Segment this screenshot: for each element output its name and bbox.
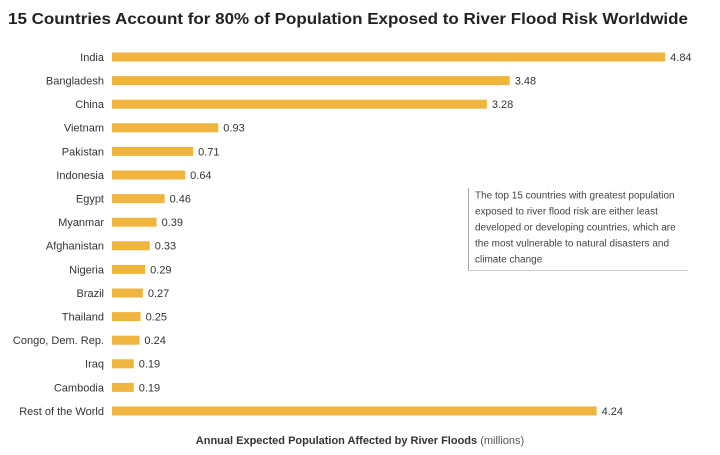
value-label: 4.24 — [602, 406, 623, 418]
value-label: 0.33 — [155, 241, 176, 253]
category-label: Cambodia — [54, 382, 105, 394]
category-label: Brazil — [76, 288, 104, 300]
category-label: Myanmar — [58, 217, 104, 229]
annotation-text: developed or developing countries, which… — [475, 223, 676, 234]
bar — [112, 194, 165, 204]
category-label: Nigeria — [69, 264, 105, 276]
x-axis-title: Annual Expected Population Affected by R… — [196, 435, 524, 447]
category-label: Thailand — [62, 312, 104, 324]
bar — [112, 146, 194, 156]
bar — [112, 170, 186, 180]
annotation-text: the most vulnerable to natural disasters… — [475, 239, 669, 250]
bar — [112, 406, 597, 416]
bar — [112, 335, 140, 345]
bar — [112, 217, 157, 227]
category-label: Iraq — [85, 359, 104, 371]
value-label: 0.25 — [146, 312, 167, 324]
bar — [112, 382, 134, 392]
category-label: Pakistan — [62, 146, 104, 158]
category-label: Indonesia — [56, 170, 105, 182]
value-label: 4.84 — [670, 52, 691, 64]
value-label: 0.19 — [139, 359, 160, 371]
x-axis-unit: (millions) — [480, 435, 524, 447]
value-label: 0.64 — [190, 170, 211, 182]
category-label: India — [80, 52, 105, 64]
value-label: 0.27 — [148, 288, 169, 300]
annotation-text: The top 15 countries with greatest popul… — [475, 191, 675, 202]
category-label: Bangladesh — [46, 76, 104, 88]
bar — [112, 288, 143, 298]
category-label: Rest of the World — [19, 406, 104, 418]
value-label: 0.19 — [139, 382, 160, 394]
category-label: Vietnam — [64, 123, 104, 135]
bar — [112, 312, 141, 322]
value-label: 0.71 — [198, 146, 219, 158]
category-label: China — [75, 99, 105, 111]
bar — [112, 359, 134, 369]
x-axis-label: Annual Expected Population Affected by R… — [196, 435, 477, 447]
value-label: 0.29 — [150, 264, 171, 276]
annotation-text: exposed to river flood risk are either l… — [475, 207, 658, 218]
bar — [112, 76, 510, 86]
annotation-text: climate change — [475, 255, 543, 266]
bar — [112, 99, 487, 109]
category-label: Egypt — [76, 194, 104, 206]
bar — [112, 264, 146, 274]
value-label: 0.93 — [223, 123, 244, 135]
bar — [112, 123, 219, 133]
value-label: 0.24 — [144, 335, 165, 347]
value-label: 3.28 — [492, 99, 513, 111]
value-label: 0.39 — [162, 217, 183, 229]
category-label: Afghanistan — [46, 241, 104, 253]
category-label: Congo, Dem. Rep. — [13, 335, 104, 347]
value-label: 0.46 — [170, 194, 191, 206]
bar — [112, 52, 666, 62]
chart-title: 15 Countries Account for 80% of Populati… — [8, 11, 688, 28]
value-label: 3.48 — [515, 76, 536, 88]
bar — [112, 241, 150, 251]
